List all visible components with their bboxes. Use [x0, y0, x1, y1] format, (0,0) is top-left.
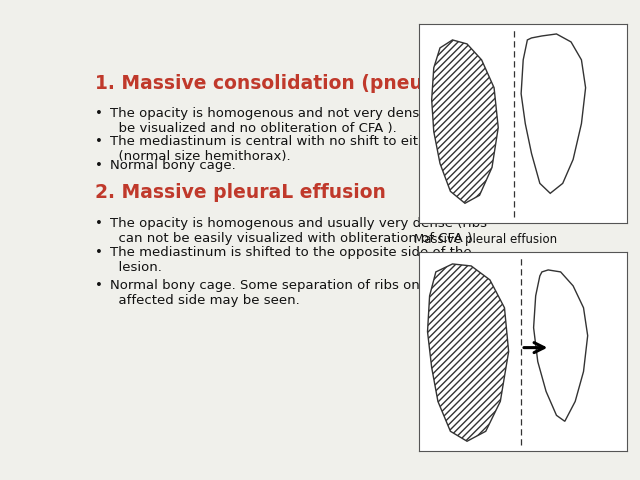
Text: 1. Massive consolidation (pneumonia): 1. Massive consolidation (pneumonia): [95, 74, 496, 93]
Text: Normal bony cage.: Normal bony cage.: [110, 159, 236, 172]
Text: Massive consolidation: Massive consolidation: [420, 67, 550, 80]
Text: The mediastinum is shifted to the opposite side of the
  lesion.: The mediastinum is shifted to the opposi…: [110, 246, 472, 274]
Text: 2. Massive pleuraL effusion: 2. Massive pleuraL effusion: [95, 183, 386, 202]
Polygon shape: [432, 40, 499, 204]
Polygon shape: [428, 264, 509, 441]
Text: Normal bony cage. Some separation of ribs on the
  affected side may be seen.: Normal bony cage. Some separation of rib…: [110, 279, 445, 307]
Text: •: •: [95, 246, 103, 259]
Text: Massive pleural effusion: Massive pleural effusion: [414, 233, 557, 246]
Text: The opacity is homogenous and not very dense (ribs can
  be visualized and no ob: The opacity is homogenous and not very d…: [110, 108, 490, 135]
Text: •: •: [95, 159, 103, 172]
Text: The mediastinum is central with no shift to either side
  (normal size hemithora: The mediastinum is central with no shift…: [110, 135, 472, 163]
Text: The opacity is homogenous and usually very dense (ribs
  can not be easily visua: The opacity is homogenous and usually ve…: [110, 216, 487, 244]
Text: •: •: [95, 279, 103, 292]
Text: •: •: [95, 108, 103, 120]
Text: •: •: [95, 216, 103, 229]
Text: •: •: [95, 135, 103, 148]
